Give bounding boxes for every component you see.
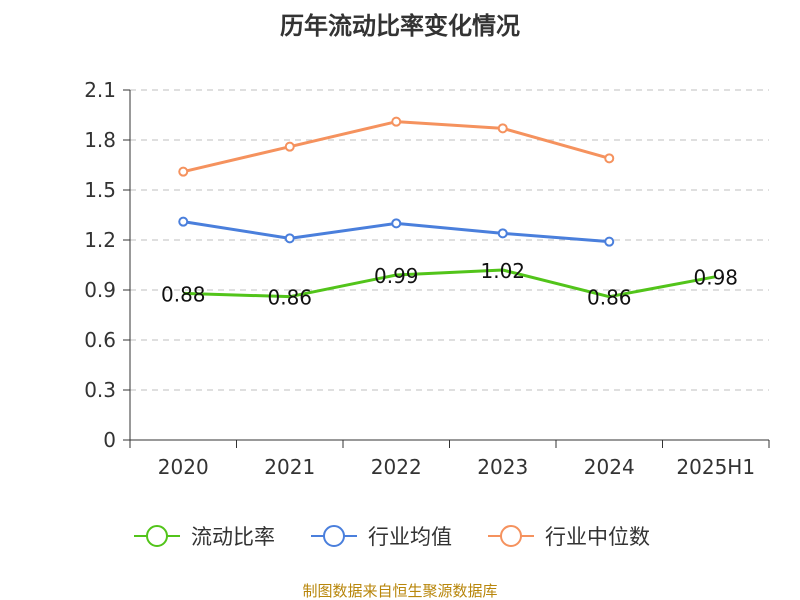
legend-marker xyxy=(500,525,522,547)
data-point xyxy=(178,166,189,177)
legend[interactable]: 流动比率 行业均值 行业中位数 xyxy=(134,525,650,549)
x-tick-label: 2023 xyxy=(477,455,528,479)
data-label: 0.86 xyxy=(267,286,312,310)
y-tick-label: 1.2 xyxy=(84,228,116,252)
gridlines xyxy=(130,89,769,391)
series-group xyxy=(178,116,717,299)
y-tick-label: 1.8 xyxy=(84,128,116,152)
legend-label: 流动比率 xyxy=(191,525,275,549)
source-note: 制图数据来自恒生聚源数据库 xyxy=(302,582,497,600)
data-label: 0.99 xyxy=(374,264,419,288)
legend-item[interactable]: 流动比率 xyxy=(134,525,275,549)
data-label: 0.88 xyxy=(161,282,206,306)
x-tick-label: 2024 xyxy=(584,455,635,479)
legend-item[interactable]: 行业中位数 xyxy=(488,525,650,549)
data-point xyxy=(284,233,295,244)
data-label: 0.98 xyxy=(693,266,738,290)
axes: 0 0.3 0.6 0.9 1.2 1.5 1.8 2.1 2020 2021 2022 2023 20… xyxy=(84,78,770,479)
x-tick-label: 2020 xyxy=(158,455,209,479)
y-tick-label: 0.3 xyxy=(84,378,116,402)
data-point xyxy=(391,218,402,229)
data-point xyxy=(391,116,402,127)
chart-title: 历年流动比率变化情况 xyxy=(280,12,520,40)
data-label: 0.86 xyxy=(587,286,632,310)
data-point xyxy=(604,236,615,247)
data-point xyxy=(178,216,189,227)
y-tick-label: 0.6 xyxy=(84,328,116,352)
y-tick-label: 1.5 xyxy=(84,178,116,202)
x-tick-label: 2025H1 xyxy=(676,455,755,479)
legend-marker xyxy=(323,525,345,547)
series-line xyxy=(183,268,717,299)
data-label: 1.02 xyxy=(480,259,525,283)
y-tick-label: 2.1 xyxy=(84,78,116,102)
legend-label: 行业均值 xyxy=(368,525,452,549)
x-tick-label: 2021 xyxy=(264,455,315,479)
data-point xyxy=(604,153,615,164)
data-point xyxy=(497,123,508,134)
legend-label: 行业中位数 xyxy=(545,525,650,549)
series-line xyxy=(182,120,610,174)
x-tick-label: 2022 xyxy=(371,455,422,479)
data-point xyxy=(497,228,508,239)
legend-item[interactable]: 行业均值 xyxy=(311,525,452,549)
legend-marker xyxy=(146,525,168,547)
y-tick-label: 0 xyxy=(103,428,116,452)
y-tick-label: 0.9 xyxy=(84,278,116,302)
data-labels: 0.88 0.86 0.99 1.02 0.86 0.98 xyxy=(161,259,738,310)
data-point xyxy=(284,141,295,152)
